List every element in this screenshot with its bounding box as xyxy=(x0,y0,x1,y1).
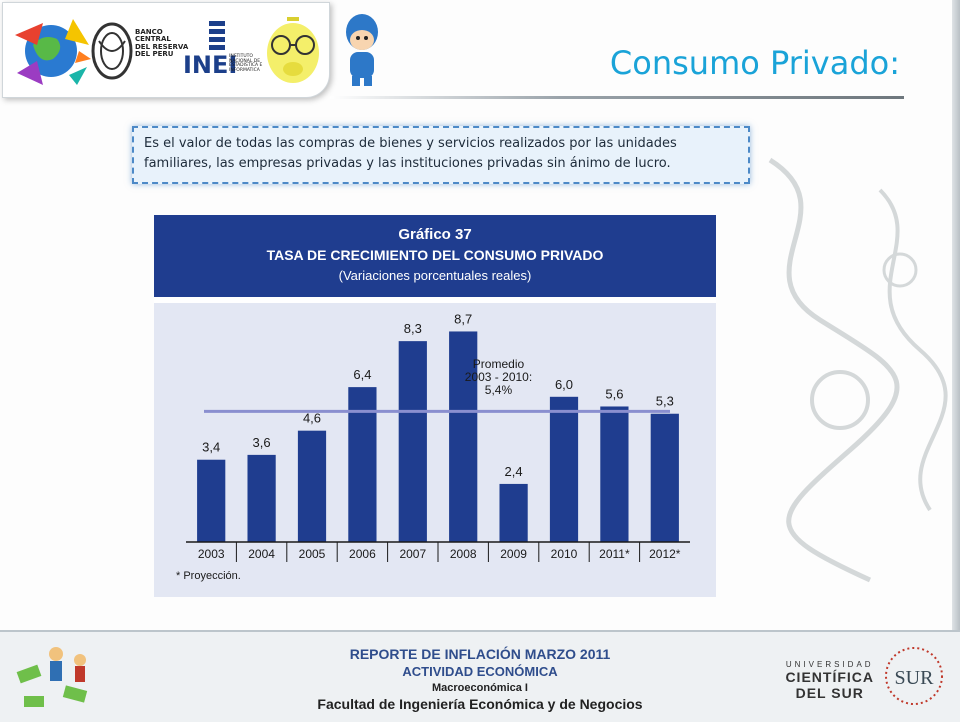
bar-2010 xyxy=(549,396,579,542)
footer-course: Macroeconómica I xyxy=(432,682,528,694)
inei-mark-icon xyxy=(209,21,225,50)
bcr-line: DEL RESERVA xyxy=(135,42,189,51)
bar-value-label: 6,0 xyxy=(555,377,573,392)
chart-plot-background xyxy=(154,303,716,597)
cartoon-character-icon xyxy=(346,14,378,86)
inei-line: INFORMATICA xyxy=(229,68,260,74)
x-tick-label: 2007 xyxy=(399,547,426,561)
average-label-line: 5,4% xyxy=(485,383,513,397)
x-tick-label: 2010 xyxy=(551,547,578,561)
bar-2005 xyxy=(297,430,327,542)
chart-footnote: * Proyección. xyxy=(176,570,241,582)
inei-line: NACIONAL DE xyxy=(229,58,261,64)
bcr-logo-text: BANCO CENTRAL DEL RESERVA DEL PERU xyxy=(135,28,189,59)
piggy-bank-icon xyxy=(267,17,319,83)
university-line: CIENTÍFICA xyxy=(785,669,874,685)
inei-line: INSTITUTO xyxy=(229,54,253,59)
x-tick-label: 2006 xyxy=(349,547,376,561)
bar-2008 xyxy=(449,331,478,542)
logo-panel: BANCO CENTRAL DEL RESERVA DEL PERU INEI … xyxy=(2,2,330,98)
average-label-line: Promedio xyxy=(473,357,525,371)
average-label-line: 2003 - 2010: xyxy=(465,370,532,384)
consumption-growth-chart: Gráfico 37 TASA DE CRECIMIENTO DEL CONSU… xyxy=(154,215,716,597)
chart-subtitle: TASA DE CRECIMIENTO DEL CONSUMO PRIVADO xyxy=(267,247,604,263)
bar-value-label: 4,6 xyxy=(303,411,321,426)
bar-value-label: 2,4 xyxy=(505,464,523,479)
title-underline xyxy=(330,96,904,99)
x-tick-label: 2005 xyxy=(299,547,326,561)
inei-logo-text: INEI xyxy=(183,51,238,79)
x-tick-label: 2011* xyxy=(599,547,630,561)
bar-value-label: 3,4 xyxy=(202,440,220,455)
footer-faculty: Facultad de Ingeniería Económica y de Ne… xyxy=(317,696,643,712)
university-line: DEL SUR xyxy=(795,685,864,701)
bar-2007 xyxy=(398,341,427,542)
x-tick-label: 2008 xyxy=(450,547,477,561)
x-tick-label: 2009 xyxy=(500,547,527,561)
colorful-globe-logo xyxy=(15,19,91,85)
university-line: UNIVERSIDAD xyxy=(785,660,874,669)
x-tick-label: 2003 xyxy=(198,547,225,561)
bar-value-label: 8,3 xyxy=(404,321,422,336)
bar-2012* xyxy=(650,413,679,542)
inei-line: ESTADISTICA E xyxy=(229,63,263,69)
university-seal-text: SUR xyxy=(895,667,935,689)
x-tick-label: 2012* xyxy=(649,547,681,561)
university-logo-text: UNIVERSIDAD CIENTÍFICA DEL SUR xyxy=(785,660,874,701)
bcr-line: BANCO xyxy=(135,28,163,36)
money-people-illustration xyxy=(16,647,88,707)
bar-2004 xyxy=(247,454,276,542)
slide-right-edge xyxy=(952,0,960,720)
bar-2006 xyxy=(348,387,377,542)
bar-value-label: 8,7 xyxy=(454,311,472,326)
chart-header-band xyxy=(154,215,716,297)
chart-subtitle-units: (Variaciones porcentuales reales) xyxy=(339,268,532,283)
bar-value-label: 3,6 xyxy=(253,435,271,450)
bar-value-label: 5,6 xyxy=(605,386,623,401)
bar-2009 xyxy=(499,483,528,542)
bcr-line: CENTRAL xyxy=(135,35,171,44)
footer-band: REPORTE DE INFLACIÓN MARZO 2011 ACTIVIDA… xyxy=(0,630,960,722)
bcr-seal-logo xyxy=(91,22,133,80)
inei-logo-caption: INSTITUTO NACIONAL DE ESTADISTICA E INFO… xyxy=(229,54,263,74)
bcr-line: DEL PERU xyxy=(135,50,174,59)
bar-2003 xyxy=(197,459,226,542)
footer-report-title: REPORTE DE INFLACIÓN MARZO 2011 xyxy=(349,646,611,662)
bar-2011* xyxy=(600,406,629,542)
page-title: Consumo Privado: xyxy=(609,44,900,82)
bar-value-label: 5,3 xyxy=(656,394,674,409)
chart-title: Gráfico 37 xyxy=(398,226,471,243)
definition-box: Es el valor de todas las compras de bien… xyxy=(132,126,750,184)
bar-value-label: 6,4 xyxy=(353,367,371,382)
x-tick-label: 2004 xyxy=(248,547,275,561)
decorative-swirl xyxy=(768,157,948,583)
footer-section-title: ACTIVIDAD ECONÓMICA xyxy=(402,664,558,679)
university-seal-logo: SUR xyxy=(885,647,943,705)
